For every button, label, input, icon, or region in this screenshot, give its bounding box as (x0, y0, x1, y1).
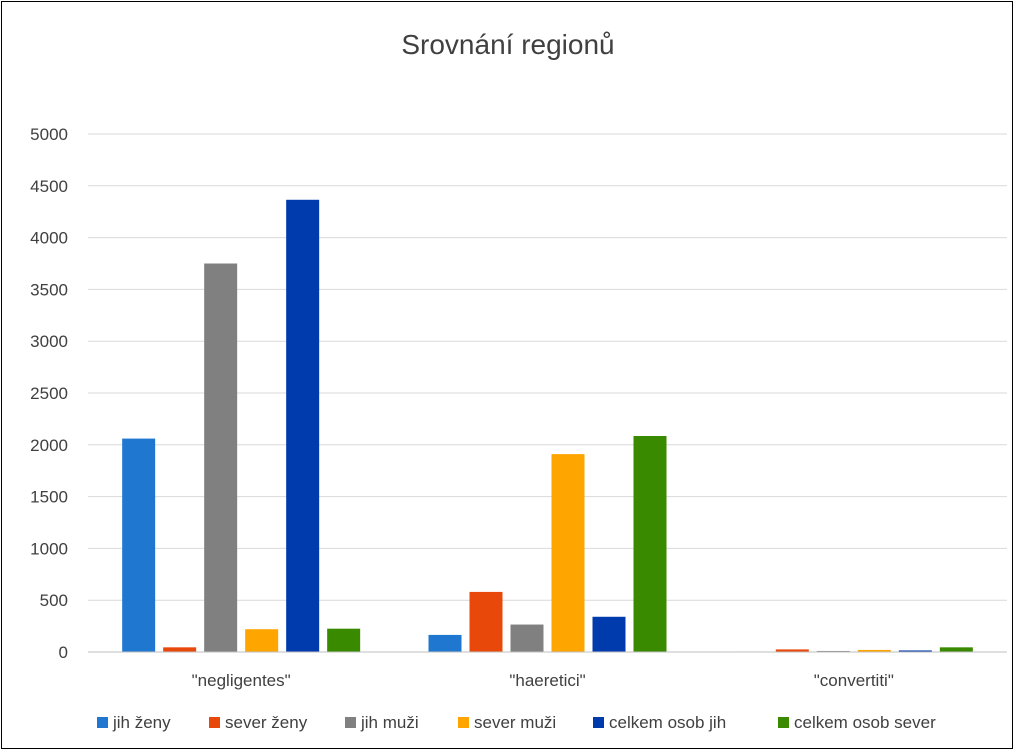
legend-label: sever muži (474, 713, 556, 732)
bar (163, 647, 197, 652)
bars (122, 199, 973, 652)
bar (551, 454, 585, 652)
legend-entry: celkem osob jih (593, 713, 726, 732)
x-category-label: "convertiti" (814, 671, 894, 690)
y-tick-label: 3500 (30, 280, 68, 299)
y-tick-label: 2500 (30, 384, 68, 403)
legend-swatch (458, 717, 469, 728)
legend-entry: celkem osob sever (778, 713, 936, 732)
legend-entry: sever muži (458, 713, 556, 732)
bar (510, 624, 544, 652)
x-axis-categories: "negligentes" "haeretici" "convertiti" (192, 671, 894, 690)
bar (245, 629, 279, 652)
legend-label: sever ženy (225, 713, 308, 732)
bar (775, 649, 809, 652)
bar (428, 634, 462, 652)
legend-swatch (345, 717, 356, 728)
bar (122, 438, 156, 652)
bar (204, 263, 238, 652)
x-category-label: "negligentes" (192, 671, 291, 690)
bar (327, 628, 361, 652)
legend-entry: sever ženy (209, 713, 308, 732)
legend-label: celkem osob sever (794, 713, 936, 732)
y-tick-label: 0 (59, 643, 68, 662)
bar (592, 616, 626, 652)
legend-swatch (97, 717, 108, 728)
bar (286, 199, 320, 652)
bar (857, 649, 891, 652)
y-tick-label: 3000 (30, 332, 68, 351)
legend: jih ženy sever ženy jih muži sever muži celk… (97, 713, 936, 732)
legend-swatch (778, 717, 789, 728)
legend-entry: jih muži (345, 713, 419, 732)
bar (816, 650, 850, 652)
gridlines (88, 133, 1007, 601)
y-tick-label: 5000 (30, 125, 68, 144)
legend-swatch (593, 717, 604, 728)
x-category-label: "haeretici" (509, 671, 585, 690)
bar (469, 591, 503, 652)
y-axis-ticks: 0 500 1000 1500 2000 2500 3000 3500 4000 4500 5000 (30, 125, 68, 662)
y-tick-label: 500 (40, 591, 68, 610)
y-tick-label: 1500 (30, 488, 68, 507)
legend-swatch (209, 717, 220, 728)
legend-entry: jih ženy (97, 713, 171, 732)
bar (939, 647, 973, 652)
y-tick-label: 4000 (30, 229, 68, 248)
chart-title: Srovnání regionů (401, 29, 614, 60)
legend-label: celkem osob jih (609, 713, 726, 732)
legend-label: jih muži (360, 713, 419, 732)
bar (898, 650, 932, 652)
bar (633, 435, 667, 652)
y-tick-label: 2000 (30, 436, 68, 455)
y-tick-label: 4500 (30, 177, 68, 196)
legend-label: jih ženy (112, 713, 171, 732)
y-tick-label: 1000 (30, 539, 68, 558)
